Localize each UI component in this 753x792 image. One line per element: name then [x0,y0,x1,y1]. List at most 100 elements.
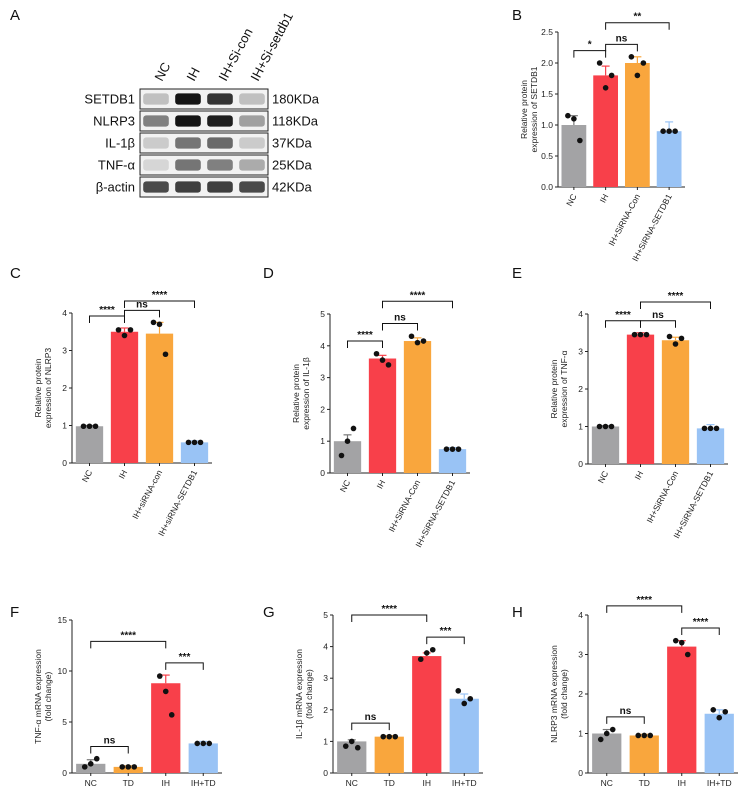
data-point [602,85,609,91]
x-tick-label: TD [639,778,650,788]
significance-label: * [588,40,592,51]
data-point [408,333,415,340]
data-point [87,761,94,767]
data-point [596,423,603,430]
x-tick-label: IH+siRNA-SETDB1 [156,468,199,538]
significance-label: **** [410,290,426,301]
bar [561,125,587,187]
y-tick-label: 0 [62,458,67,468]
data-point [150,319,157,326]
significance-bracket [606,605,683,613]
protein-band [175,181,201,193]
data-point [354,744,361,751]
y-tick-label: 5 [323,610,328,620]
data-point [722,708,729,715]
protein-band [143,137,169,149]
data-point [156,321,163,328]
data-point [461,700,468,707]
y-axis-label: Relative proteinexpression of NLRP3 [33,348,53,429]
bar [403,341,432,473]
data-point [577,137,583,144]
y-tick-label: 3 [578,347,583,357]
significance-label: ns [616,33,628,44]
data-point [455,446,462,452]
panel-label-h: H [512,604,523,621]
data-point [571,116,577,122]
protein-band [239,181,265,193]
data-point [156,673,163,679]
x-tick-label: NC [80,468,95,484]
data-point [131,764,138,770]
protein-name: TNF-α [98,157,136,172]
data-point [710,707,717,713]
data-point [417,656,424,663]
x-tick-label: TD [384,778,395,788]
data-point [684,651,691,658]
data-point [414,339,421,346]
y-tick-label: 1.5 [541,89,553,99]
bar [592,733,622,773]
data-point [449,446,456,452]
significance-label: **** [357,330,373,341]
bar [374,736,404,773]
data-point [603,730,610,737]
x-tick-label: IH [678,778,687,788]
lane-label: NC [151,60,173,84]
data-point [640,60,647,66]
significance-bracket [382,323,418,331]
chart-panel-c: C 0 1 2 3 4 Relative proteinexpression of NLRP… [10,265,212,538]
x-tick-label: IH [162,778,171,788]
y-axis-label-line: (fold change) [304,669,314,719]
data-point [380,733,387,740]
y-tick-label: 0 [323,768,328,778]
y-tick-label: 1 [320,436,325,446]
data-point [666,128,672,134]
y-axis-label-line: Relative protein [291,364,301,423]
significance-bracket [605,320,641,328]
y-tick-label: 0 [578,459,583,469]
bar [629,735,659,773]
bar [591,426,620,464]
data-point [350,425,357,432]
bar [696,428,725,464]
y-tick-label: 1.0 [541,120,553,130]
data-point [666,333,673,340]
y-tick-label: 0 [578,768,583,778]
data-point [467,695,474,702]
data-point [194,740,201,747]
protein-band [143,93,169,105]
y-tick-label: 2 [578,384,583,394]
data-point [672,637,679,644]
y-tick-label: 3 [578,650,583,660]
data-point [385,362,392,368]
x-tick-label: IH+TD [191,778,216,788]
data-point [162,688,169,695]
x-tick-label: IH [423,778,432,788]
data-point [423,650,430,656]
y-axis-label-line: (fold change) [43,672,53,722]
protein-size: 118KDa [272,113,319,128]
significance-label: **** [668,291,684,302]
protein-band [175,159,201,171]
protein-size: 37KDa [272,135,313,150]
chart-panel-b: B 0.0 0.5 1.0 1.5 2.0 2.5 Relative proteinexpre… [512,7,685,263]
protein-band [143,115,169,127]
lane-label: IH [183,65,202,84]
y-axis-label-line: expression of TNF-α [559,350,569,427]
bar [337,741,367,773]
protein-band [143,159,169,171]
significance-bracket [640,320,676,328]
data-point [716,714,723,721]
data-point [373,350,380,357]
data-point [634,72,641,79]
protein-size: 25KDa [272,157,313,172]
significance-bracket [605,22,670,30]
protein-band [175,115,201,127]
data-point [635,732,642,739]
significance-bracket [681,627,720,636]
y-tick-label: 3 [320,373,325,383]
data-point [678,335,685,342]
data-point [200,740,207,747]
data-point [86,423,93,430]
